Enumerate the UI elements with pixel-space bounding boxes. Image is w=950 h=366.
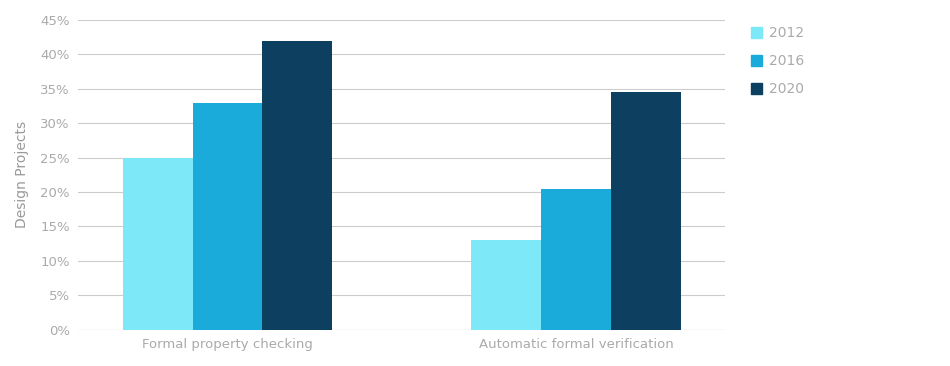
- Bar: [542, 188, 611, 330]
- Bar: [123, 158, 193, 330]
- Bar: [471, 240, 542, 330]
- Legend: 2012, 2016, 2020: 2012, 2016, 2020: [746, 21, 809, 102]
- Y-axis label: Design Projects: Design Projects: [15, 121, 29, 228]
- Bar: [193, 102, 262, 330]
- Bar: [262, 41, 332, 330]
- Bar: [611, 92, 680, 330]
